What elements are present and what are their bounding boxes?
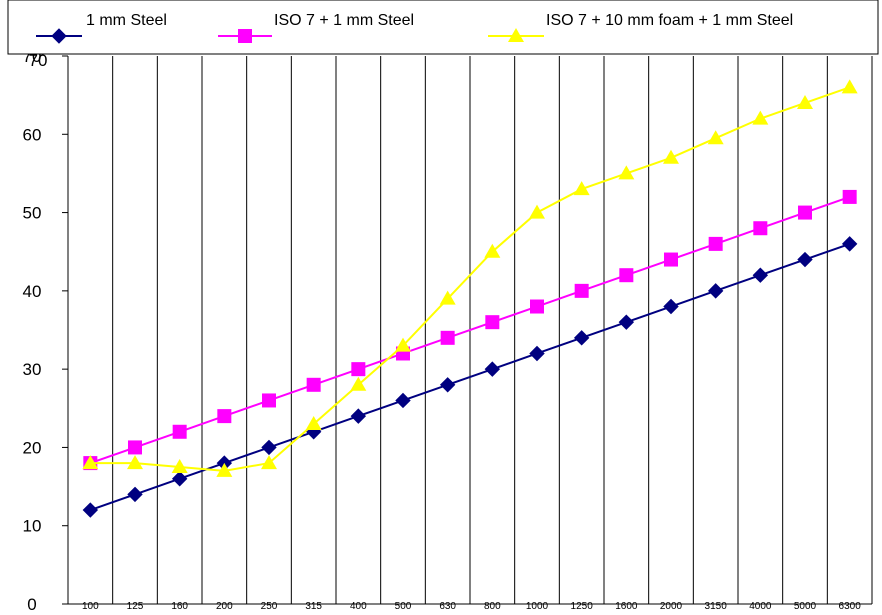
data-point-marker <box>440 330 455 345</box>
data-point-marker <box>797 251 813 268</box>
data-point-marker <box>663 149 679 164</box>
data-point-marker <box>395 392 411 409</box>
data-point-marker <box>351 362 366 377</box>
data-point-marker <box>618 314 635 330</box>
x-tick-label: 500 <box>395 601 412 610</box>
data-point-marker <box>82 455 99 470</box>
data-point-marker <box>171 471 188 487</box>
y-tick-label: 60 <box>23 125 42 144</box>
data-point-marker <box>618 165 635 180</box>
data-point-marker <box>261 439 277 456</box>
series-line <box>90 242 850 512</box>
legend-marker <box>51 28 67 44</box>
data-point-marker <box>172 424 187 439</box>
x-tick-label: 315 <box>305 601 322 610</box>
data-point-marker <box>128 440 142 455</box>
data-point-marker <box>350 376 367 391</box>
data-point-marker <box>841 236 858 252</box>
series-lines <box>82 79 858 518</box>
x-tick-label: 2000 <box>660 601 683 610</box>
data-point-marker <box>261 455 277 470</box>
x-tick-label: 6300 <box>839 601 862 610</box>
data-point-marker <box>574 283 589 298</box>
data-point-marker <box>752 110 769 125</box>
x-tick-label: 5000 <box>794 601 817 610</box>
grid-lines <box>112 56 873 604</box>
data-point-marker <box>485 315 500 330</box>
data-point-marker <box>306 377 321 392</box>
legend-marker <box>238 29 252 43</box>
data-point-marker <box>798 205 812 220</box>
data-point-marker <box>841 79 858 94</box>
x-tick-label: 1250 <box>571 601 594 610</box>
data-point-marker <box>573 330 590 346</box>
data-point-marker <box>171 459 188 473</box>
legend-entry: ISO 7 + 10 mm foam + 1 mm Steel <box>488 12 793 42</box>
x-tick-label: 125 <box>127 601 144 610</box>
series-2 <box>83 189 857 471</box>
data-point-marker <box>216 462 233 477</box>
x-tick-label: 1600 <box>615 601 638 610</box>
data-point-marker <box>350 408 367 424</box>
data-point-marker <box>262 393 276 408</box>
legend-entry: 1 mm Steel <box>36 12 167 44</box>
x-tick-label: 3150 <box>705 601 728 610</box>
data-point-marker <box>707 130 724 145</box>
axes <box>62 55 872 605</box>
x-tick-label: 800 <box>484 601 501 610</box>
data-point-marker <box>619 268 634 283</box>
x-tick-label: 200 <box>216 601 233 610</box>
data-point-marker <box>439 377 456 393</box>
tick-labels: 0 10 20 30 40 50 60 70 100 125 160 200 250 315 400 500 6… <box>23 47 862 614</box>
y-tick-label: 10 <box>23 517 42 536</box>
data-point-marker <box>752 267 769 283</box>
legend: 1 mm Steel ISO 7 + 1 mm Steel ISO 7 + 10 m… <box>7 0 879 55</box>
series-1 <box>82 236 858 518</box>
x-tick-label: 250 <box>261 601 278 610</box>
x-tick-label: 160 <box>171 601 188 610</box>
legend-entry: ISO 7 + 1 mm Steel <box>218 12 414 43</box>
y-tick-label: 40 <box>23 282 42 301</box>
series-line <box>90 195 850 465</box>
legend-label: 1 mm Steel <box>86 12 167 29</box>
data-point-marker <box>127 455 143 470</box>
y-tick-label: 30 <box>23 360 42 379</box>
data-point-marker <box>127 486 143 503</box>
x-tick-label: 400 <box>350 601 367 610</box>
data-point-marker <box>842 189 857 204</box>
x-tick-label: 100 <box>82 601 99 610</box>
data-point-marker <box>663 298 679 315</box>
x-tick-label: 630 <box>439 601 456 610</box>
data-point-marker <box>797 94 813 109</box>
legend-label: ISO 7 + 1 mm Steel <box>274 12 414 29</box>
data-point-marker <box>530 299 544 314</box>
legend-label: ISO 7 + 10 mm foam + 1 mm Steel <box>546 12 793 29</box>
data-point-marker <box>529 345 545 362</box>
y-tick-label: 20 <box>23 438 42 457</box>
data-point-marker <box>707 283 724 299</box>
data-point-marker <box>484 361 501 377</box>
data-point-marker <box>753 221 768 236</box>
data-point-marker <box>217 409 232 424</box>
y-tick-label: 50 <box>23 204 42 223</box>
x-tick-label: 1000 <box>526 601 549 610</box>
data-point-marker <box>708 236 723 251</box>
data-point-marker <box>529 204 545 219</box>
data-point-marker <box>305 415 322 430</box>
y-tick-label: 0 <box>27 595 36 610</box>
data-point-marker <box>439 290 456 305</box>
series-3 <box>82 79 858 477</box>
data-point-marker <box>484 243 501 258</box>
data-point-marker <box>82 502 99 518</box>
y-tick-label-top: 70 <box>29 51 48 70</box>
data-point-marker <box>395 337 411 352</box>
data-point-marker <box>573 181 590 196</box>
series-line <box>90 86 850 472</box>
legend-marker <box>508 28 524 42</box>
x-tick-label: 4000 <box>749 601 772 610</box>
legend-box <box>7 0 879 55</box>
data-point-marker <box>664 252 678 267</box>
